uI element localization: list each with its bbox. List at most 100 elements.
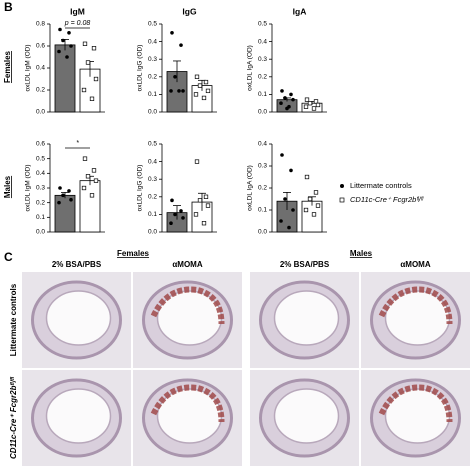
stain [378,384,453,423]
vessel-lumen [45,388,112,444]
data-point [313,99,319,104]
data-point [291,208,295,212]
data-point [283,96,287,100]
data-point [201,95,207,101]
y-tick-label: 0.5 [36,155,45,162]
data-point [170,198,174,203]
y-tick-label: 0.4 [36,65,45,72]
y-tick-label: 0.2 [36,199,45,206]
y-tick-label: 0.4 [258,38,267,45]
data-point [307,101,313,106]
data-point [93,178,99,183]
stain [150,384,225,423]
y-axis-label: oxLDL IgG (OD) [137,165,144,212]
y-tick-label: 0.4 [148,158,157,165]
data-point [201,221,207,226]
legend-marker [339,197,345,203]
data-point [311,212,317,217]
row-label: Males [3,175,12,198]
stain [378,286,453,325]
data-point [89,193,95,198]
data-point [203,194,209,199]
y-tick-label: 0.1 [148,211,157,218]
data-point [173,212,177,217]
y-tick-label: 0.0 [36,229,45,236]
data-point [197,198,203,203]
y-tick-label: 0.2 [148,194,157,201]
group-label: Males [350,249,373,258]
y-tick-label: 0.4 [258,141,267,148]
data-point [69,44,73,48]
data-point [289,92,293,97]
data-point [61,38,65,43]
y-tick-label: 0.8 [36,21,45,28]
data-point [304,174,310,180]
chart-title: IgG [182,6,197,16]
data-point [313,190,319,195]
legend-marker [340,184,344,188]
column-label: 2% BSA/PBS [280,260,330,269]
data-point [169,89,173,93]
data-point [311,106,317,111]
data-point [89,96,95,101]
data-point [291,97,295,102]
data-point [279,219,283,223]
y-tick-label: 0.0 [258,229,267,236]
y-tick-label: 0.3 [36,185,45,192]
annotation: p = 0.08 [64,20,91,27]
y-tick-label: 0.6 [36,141,45,148]
panel-label: B [4,0,13,14]
data-point [315,203,321,208]
data-point [287,225,291,230]
data-point [85,174,91,179]
y-tick-label: 0.2 [148,74,157,81]
data-point [179,43,183,47]
data-point [193,212,199,217]
data-point [205,203,211,208]
vessel-lumen [45,290,112,346]
y-tick-label: 0.1 [258,91,267,98]
y-tick-label: 0.2 [36,87,45,94]
y-axis-label: oxLDL IgA (OD) [247,45,254,91]
row-label: Littermate controls [9,283,18,356]
data-point [283,197,287,201]
data-point [61,193,65,198]
y-tick-label: 0.2 [258,74,267,81]
column-label: 2% BSA/PBS [52,260,102,269]
bar [54,44,76,113]
y-tick-label: 0.5 [258,21,267,28]
data-point [177,89,181,93]
data-point [181,89,185,93]
y-tick-label: 0.5 [148,141,157,148]
data-point [181,216,185,220]
y-axis-label: oxLDL IgA (OD) [247,165,254,211]
data-point [67,189,71,193]
data-point [82,156,88,161]
data-point [203,79,209,85]
y-tick-label: 0.0 [148,229,157,236]
y-axis-label: oxLDL IgM (OD) [25,164,32,211]
row-label: Females [3,50,12,83]
y-tick-label: 0.2 [258,185,267,192]
data-point [65,55,69,59]
data-point [194,74,200,79]
y-tick-label: 0.1 [148,91,157,98]
data-point [85,60,91,65]
data-point [279,101,283,105]
y-tick-label: 0.4 [148,38,157,45]
data-point [315,102,321,108]
data-point [93,76,99,82]
data-point [169,221,173,225]
data-point [173,75,177,79]
y-tick-label: 0.3 [148,56,157,63]
data-point [57,49,61,54]
row-label: CD11c-Cre⁺ Fcgr2bᶠˡ/ᶠˡ [9,376,18,459]
y-tick-label: 0.0 [36,109,45,116]
data-point [81,185,87,191]
data-point [205,88,211,94]
legend-label: CD11c-Cre⁺ Fcgr2bᶠˡ/ᶠˡ [350,195,424,204]
data-point [91,46,97,51]
data-point [194,159,200,164]
y-axis-label: oxLDL IgG (OD) [137,45,144,92]
